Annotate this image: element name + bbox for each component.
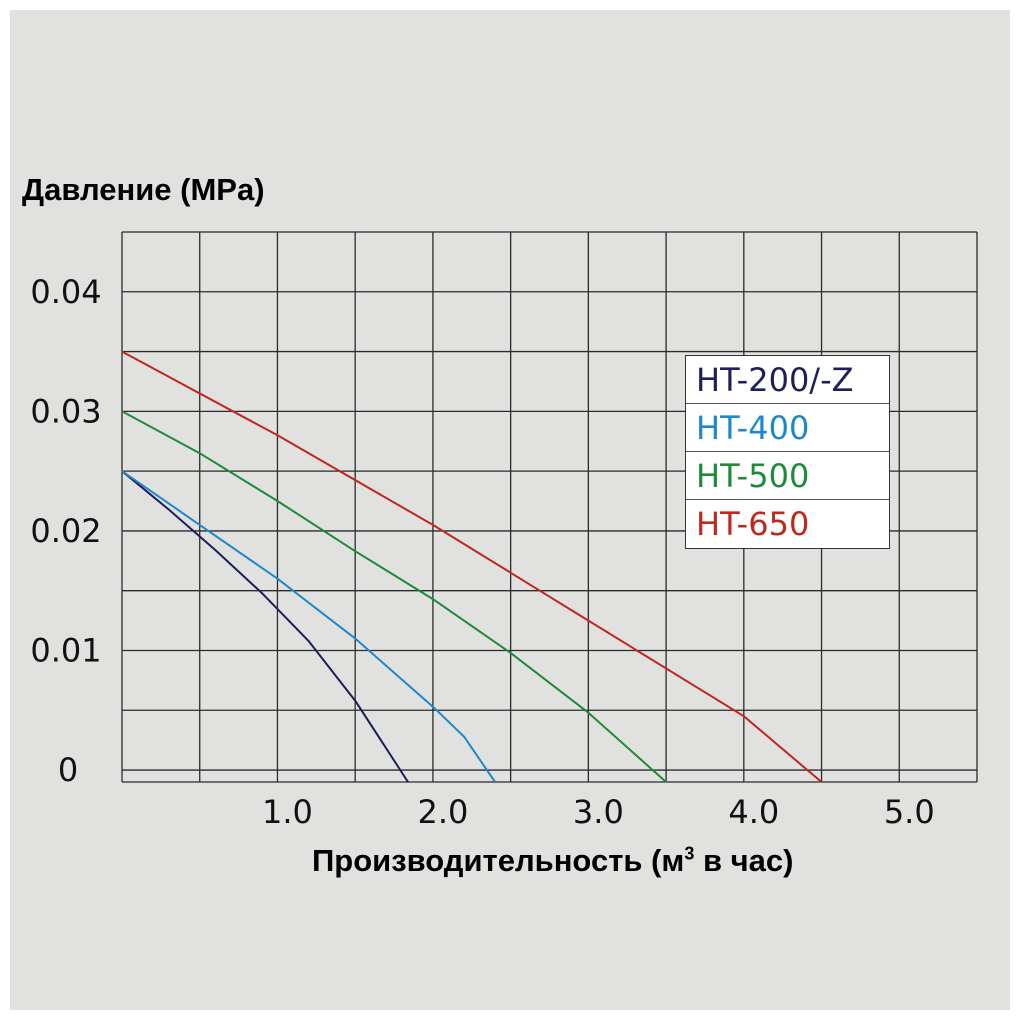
- series-lines: [121, 350, 823, 783]
- legend-item-ht-400: HT-400: [686, 404, 889, 452]
- series-line-4: [121, 350, 823, 783]
- y-tick-label: 0.02: [30, 512, 101, 550]
- x-axis-label: Производительность (м3 в час): [312, 843, 793, 879]
- legend-item-ht-200: HT-200/-Z: [686, 356, 889, 404]
- legend: HT-200/-Z HT-400 HT-500 HT-650: [685, 355, 890, 549]
- y-tick-label: 0.01: [30, 631, 101, 669]
- legend-item-ht-650: HT-650: [696, 505, 810, 543]
- y-axis-label: Давление (MPa): [22, 172, 265, 207]
- x-tick-label: 1.0: [262, 793, 313, 831]
- legend-item-ht-500: HT-500: [686, 452, 889, 500]
- x-tick-label: 3.0: [573, 793, 624, 831]
- y-tick-label: 0: [58, 751, 78, 789]
- x-axis-ticks: 1.0 2.0 3.0 4.0 5.0: [262, 793, 935, 831]
- series-line-3: [121, 410, 667, 783]
- x-tick-label: 2.0: [417, 793, 468, 831]
- y-tick-label: 0.03: [30, 392, 101, 430]
- x-axis-label-superscript: 3: [684, 843, 695, 864]
- x-tick-label: 4.0: [728, 793, 779, 831]
- series-line-2: [121, 470, 496, 783]
- x-axis-label-main: Производительность (м: [312, 843, 685, 878]
- series-line-1: [121, 470, 409, 783]
- y-tick-label: 0.04: [30, 273, 101, 311]
- x-tick-label: 5.0: [884, 793, 935, 831]
- y-axis-ticks: 0.04 0.03 0.02 0.01 0: [30, 273, 101, 789]
- x-axis-label-tail: в час): [694, 843, 794, 878]
